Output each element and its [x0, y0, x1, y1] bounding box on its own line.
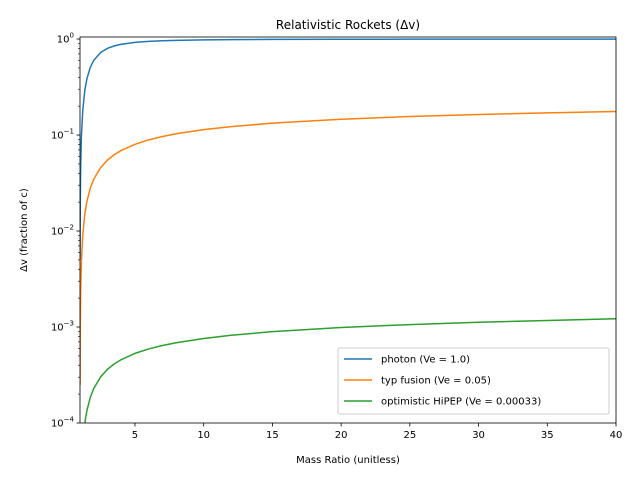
axes-layer: 5 10 15 20 25 30 35 40 10−4 10−3 10−2 10−1 100 — [51, 32, 622, 441]
x-tick-label: 10 — [197, 430, 210, 441]
legend-box — [337, 347, 610, 415]
x-tick-label: 35 — [541, 430, 554, 441]
legend-label-2: optimistic HiPEP (Ve = 0.00033) — [381, 397, 541, 408]
series-line-0 — [80, 38, 616, 260]
x-tick-label: 5 — [132, 430, 138, 441]
series-layer — [80, 38, 616, 423]
legend-label-1: typ fusion (Ve = 0.05) — [381, 376, 491, 387]
series-line-1 — [80, 110, 616, 385]
legend-label-0: photon (Ve = 1.0) — [381, 355, 470, 366]
y-tick-label: 10−3 — [51, 320, 74, 334]
x-tick-label: 40 — [610, 430, 623, 441]
x-tick-label: 20 — [335, 430, 348, 441]
x-tick-label: 15 — [266, 430, 279, 441]
chart-title: Relativistic Rockets (Δv) — [276, 18, 420, 32]
y-tick-label: 100 — [57, 32, 74, 46]
y-tick-label: 10−4 — [51, 416, 75, 430]
y-tick-label: 10−1 — [51, 128, 74, 142]
x-axis-label: Mass Ratio (unitless) — [296, 455, 400, 466]
y-tick-label: 10−2 — [51, 224, 74, 238]
plot-frame — [79, 36, 617, 424]
series-line-2 — [84, 317, 616, 423]
y-axis-label: Δv (fraction of c) — [19, 188, 30, 272]
x-tick-label: 25 — [403, 430, 416, 441]
x-tick-label: 30 — [472, 430, 485, 441]
legend: photon (Ve = 1.0) typ fusion (Ve = 0.05) o… — [337, 347, 610, 415]
